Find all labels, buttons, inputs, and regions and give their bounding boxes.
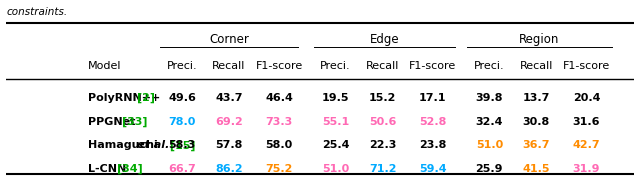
Text: 43.7: 43.7 (215, 93, 243, 103)
Text: Corner: Corner (209, 33, 249, 46)
Text: [2]: [2] (136, 93, 154, 103)
Text: 51.0: 51.0 (476, 140, 503, 150)
Text: Preci.: Preci. (166, 61, 197, 71)
Text: 36.7: 36.7 (523, 140, 550, 150)
Text: F1-score: F1-score (255, 61, 303, 71)
Text: 55.1: 55.1 (322, 117, 349, 127)
Text: 41.5: 41.5 (523, 164, 550, 174)
Text: PPGNet: PPGNet (88, 117, 139, 127)
Text: F1-score: F1-score (409, 61, 456, 71)
Text: 58.3: 58.3 (168, 140, 196, 150)
Text: Edge: Edge (369, 33, 399, 46)
Text: 25.4: 25.4 (322, 140, 349, 150)
Text: 42.7: 42.7 (573, 140, 600, 150)
Text: [33]: [33] (122, 117, 147, 127)
Text: Preci.: Preci. (474, 61, 505, 71)
Text: 19.5: 19.5 (322, 93, 349, 103)
Text: 78.0: 78.0 (168, 117, 196, 127)
Text: 71.2: 71.2 (369, 164, 396, 174)
Text: 57.8: 57.8 (216, 140, 243, 150)
Text: 58.0: 58.0 (266, 140, 293, 150)
Text: 73.3: 73.3 (266, 117, 293, 127)
Text: constraints.: constraints. (6, 7, 68, 17)
Text: 30.8: 30.8 (523, 117, 550, 127)
Text: 59.4: 59.4 (419, 164, 447, 174)
Text: Region: Region (519, 33, 560, 46)
Text: 31.6: 31.6 (573, 117, 600, 127)
Text: 23.8: 23.8 (419, 140, 447, 150)
Text: 51.0: 51.0 (322, 164, 349, 174)
Text: Recall: Recall (366, 61, 399, 71)
Text: 50.6: 50.6 (369, 117, 396, 127)
Text: 49.6: 49.6 (168, 93, 196, 103)
Text: et al.: et al. (136, 140, 169, 150)
Text: 25.9: 25.9 (476, 164, 503, 174)
Text: Model: Model (88, 61, 122, 71)
Text: 75.2: 75.2 (266, 164, 293, 174)
Text: 17.1: 17.1 (419, 93, 447, 103)
Text: 15.2: 15.2 (369, 93, 396, 103)
Text: 69.2: 69.2 (215, 117, 243, 127)
Text: 66.7: 66.7 (168, 164, 196, 174)
Text: Recall: Recall (520, 61, 553, 71)
Text: Recall: Recall (212, 61, 246, 71)
Text: 86.2: 86.2 (215, 164, 243, 174)
Text: PolyRNN++: PolyRNN++ (88, 93, 164, 103)
Text: 52.8: 52.8 (419, 117, 447, 127)
Text: 46.4: 46.4 (266, 93, 293, 103)
Text: 22.3: 22.3 (369, 140, 396, 150)
Text: 13.7: 13.7 (523, 93, 550, 103)
Text: L-CNN: L-CNN (88, 164, 130, 174)
Text: [15]: [15] (166, 140, 195, 151)
Text: F1-score: F1-score (563, 61, 610, 71)
Text: [34]: [34] (117, 164, 143, 174)
Text: 20.4: 20.4 (573, 93, 600, 103)
Text: Preci.: Preci. (321, 61, 351, 71)
Text: 39.8: 39.8 (476, 93, 503, 103)
Text: Hamaguchi: Hamaguchi (88, 140, 161, 150)
Text: 31.9: 31.9 (573, 164, 600, 174)
Text: 32.4: 32.4 (476, 117, 503, 127)
